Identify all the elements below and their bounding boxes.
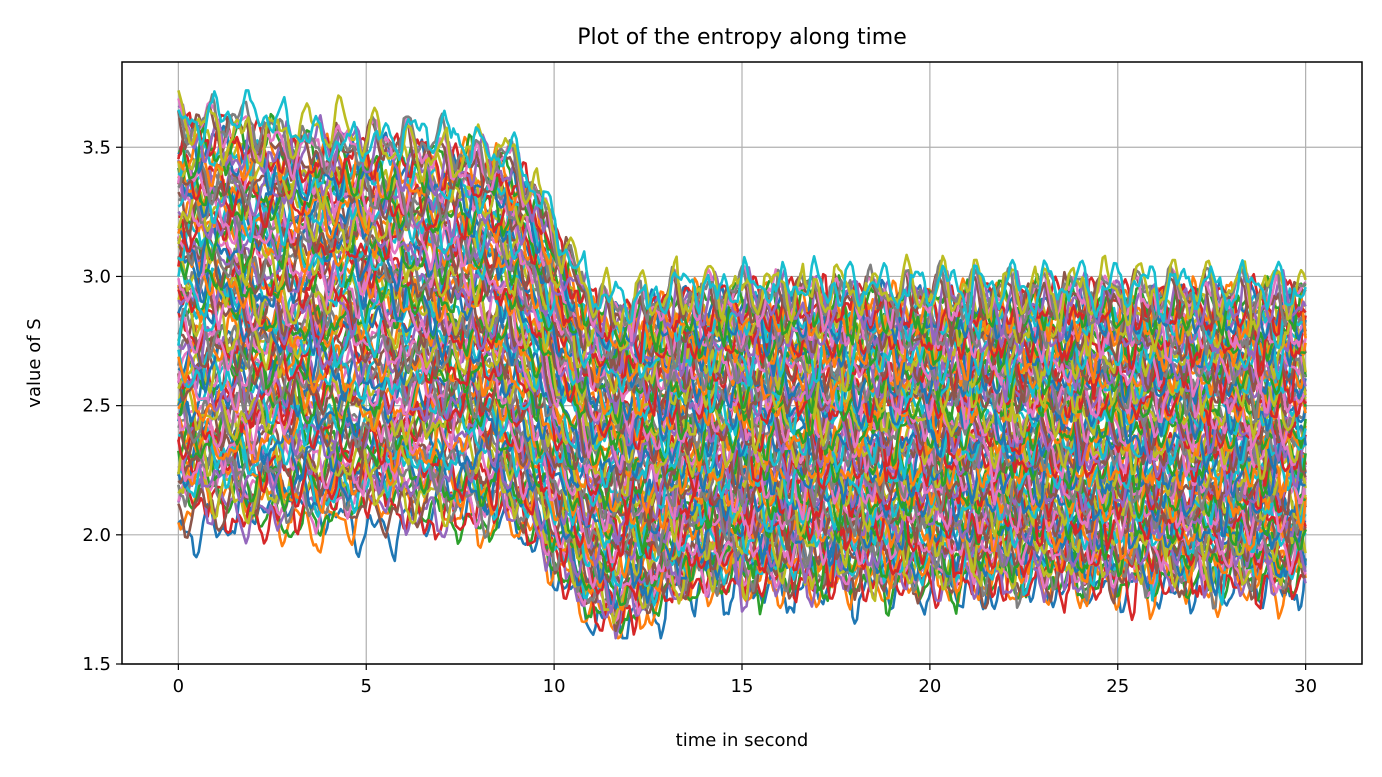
y-tick-label: 2.0: [82, 525, 111, 546]
x-tick-label: 5: [361, 676, 372, 697]
y-axis-label: value of S: [24, 318, 45, 407]
x-tick-label: 15: [731, 676, 754, 697]
x-tick-label: 30: [1294, 676, 1317, 697]
y-tick-label: 1.5: [82, 654, 111, 675]
chart-title: Plot of the entropy along time: [577, 25, 907, 50]
series-line: [177, 103, 1307, 347]
y-tick-label: 2.5: [82, 396, 111, 417]
x-tick-label: 25: [1106, 676, 1129, 697]
series-line: [177, 222, 1307, 432]
series-line: [177, 90, 1307, 333]
series-line: [178, 194, 1307, 417]
x-axis-label: time in second: [676, 730, 809, 751]
series-line: [177, 89, 1307, 326]
ticks: 0 5 10 15 20 25 30 1.5 2.0 2.5 3.0 3.5: [82, 137, 1317, 697]
series-line: [178, 129, 1307, 349]
x-tick-label: 10: [543, 676, 566, 697]
x-tick-label: 20: [918, 676, 941, 697]
series-line: [178, 112, 1307, 353]
y-tick-label: 3.5: [82, 137, 111, 158]
y-tick-label: 3.0: [82, 266, 111, 287]
series-line: [177, 275, 1307, 479]
series-lines: [177, 89, 1307, 640]
x-tick-label: 0: [173, 676, 184, 697]
